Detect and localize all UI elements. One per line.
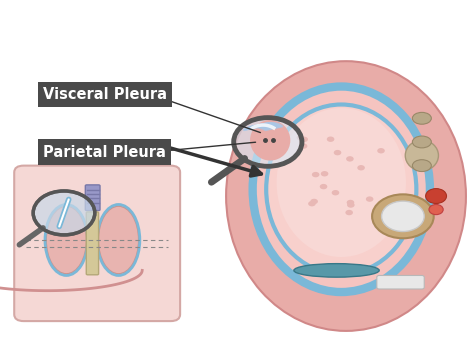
Ellipse shape: [250, 120, 290, 161]
Text: Visceral Pleura: Visceral Pleura: [43, 87, 167, 102]
Circle shape: [236, 119, 300, 165]
FancyBboxPatch shape: [85, 185, 100, 211]
FancyBboxPatch shape: [377, 275, 424, 289]
Ellipse shape: [412, 160, 431, 172]
Ellipse shape: [253, 87, 430, 292]
FancyBboxPatch shape: [14, 166, 180, 321]
Circle shape: [429, 204, 443, 215]
Ellipse shape: [405, 140, 438, 171]
Circle shape: [382, 201, 424, 232]
Ellipse shape: [226, 61, 466, 331]
Circle shape: [297, 135, 304, 140]
Circle shape: [347, 202, 355, 208]
Ellipse shape: [98, 206, 138, 274]
Ellipse shape: [294, 264, 379, 277]
Circle shape: [357, 165, 365, 170]
Ellipse shape: [266, 104, 416, 274]
Circle shape: [377, 148, 385, 153]
Ellipse shape: [412, 112, 431, 124]
Circle shape: [346, 210, 353, 215]
Circle shape: [320, 184, 328, 189]
Circle shape: [301, 137, 308, 142]
Circle shape: [346, 200, 354, 205]
Circle shape: [346, 156, 354, 162]
FancyBboxPatch shape: [86, 212, 99, 275]
Circle shape: [312, 172, 319, 177]
Ellipse shape: [46, 206, 86, 274]
Circle shape: [308, 201, 316, 207]
Circle shape: [334, 150, 341, 155]
Ellipse shape: [277, 108, 406, 257]
Circle shape: [33, 191, 95, 235]
Circle shape: [366, 196, 374, 202]
Circle shape: [321, 171, 328, 176]
Circle shape: [300, 143, 307, 149]
Circle shape: [310, 199, 318, 204]
Text: Parietal Pleura: Parietal Pleura: [43, 145, 165, 160]
Circle shape: [332, 190, 339, 195]
Circle shape: [372, 194, 434, 238]
Circle shape: [327, 137, 334, 142]
Circle shape: [426, 189, 447, 203]
Ellipse shape: [412, 136, 431, 148]
